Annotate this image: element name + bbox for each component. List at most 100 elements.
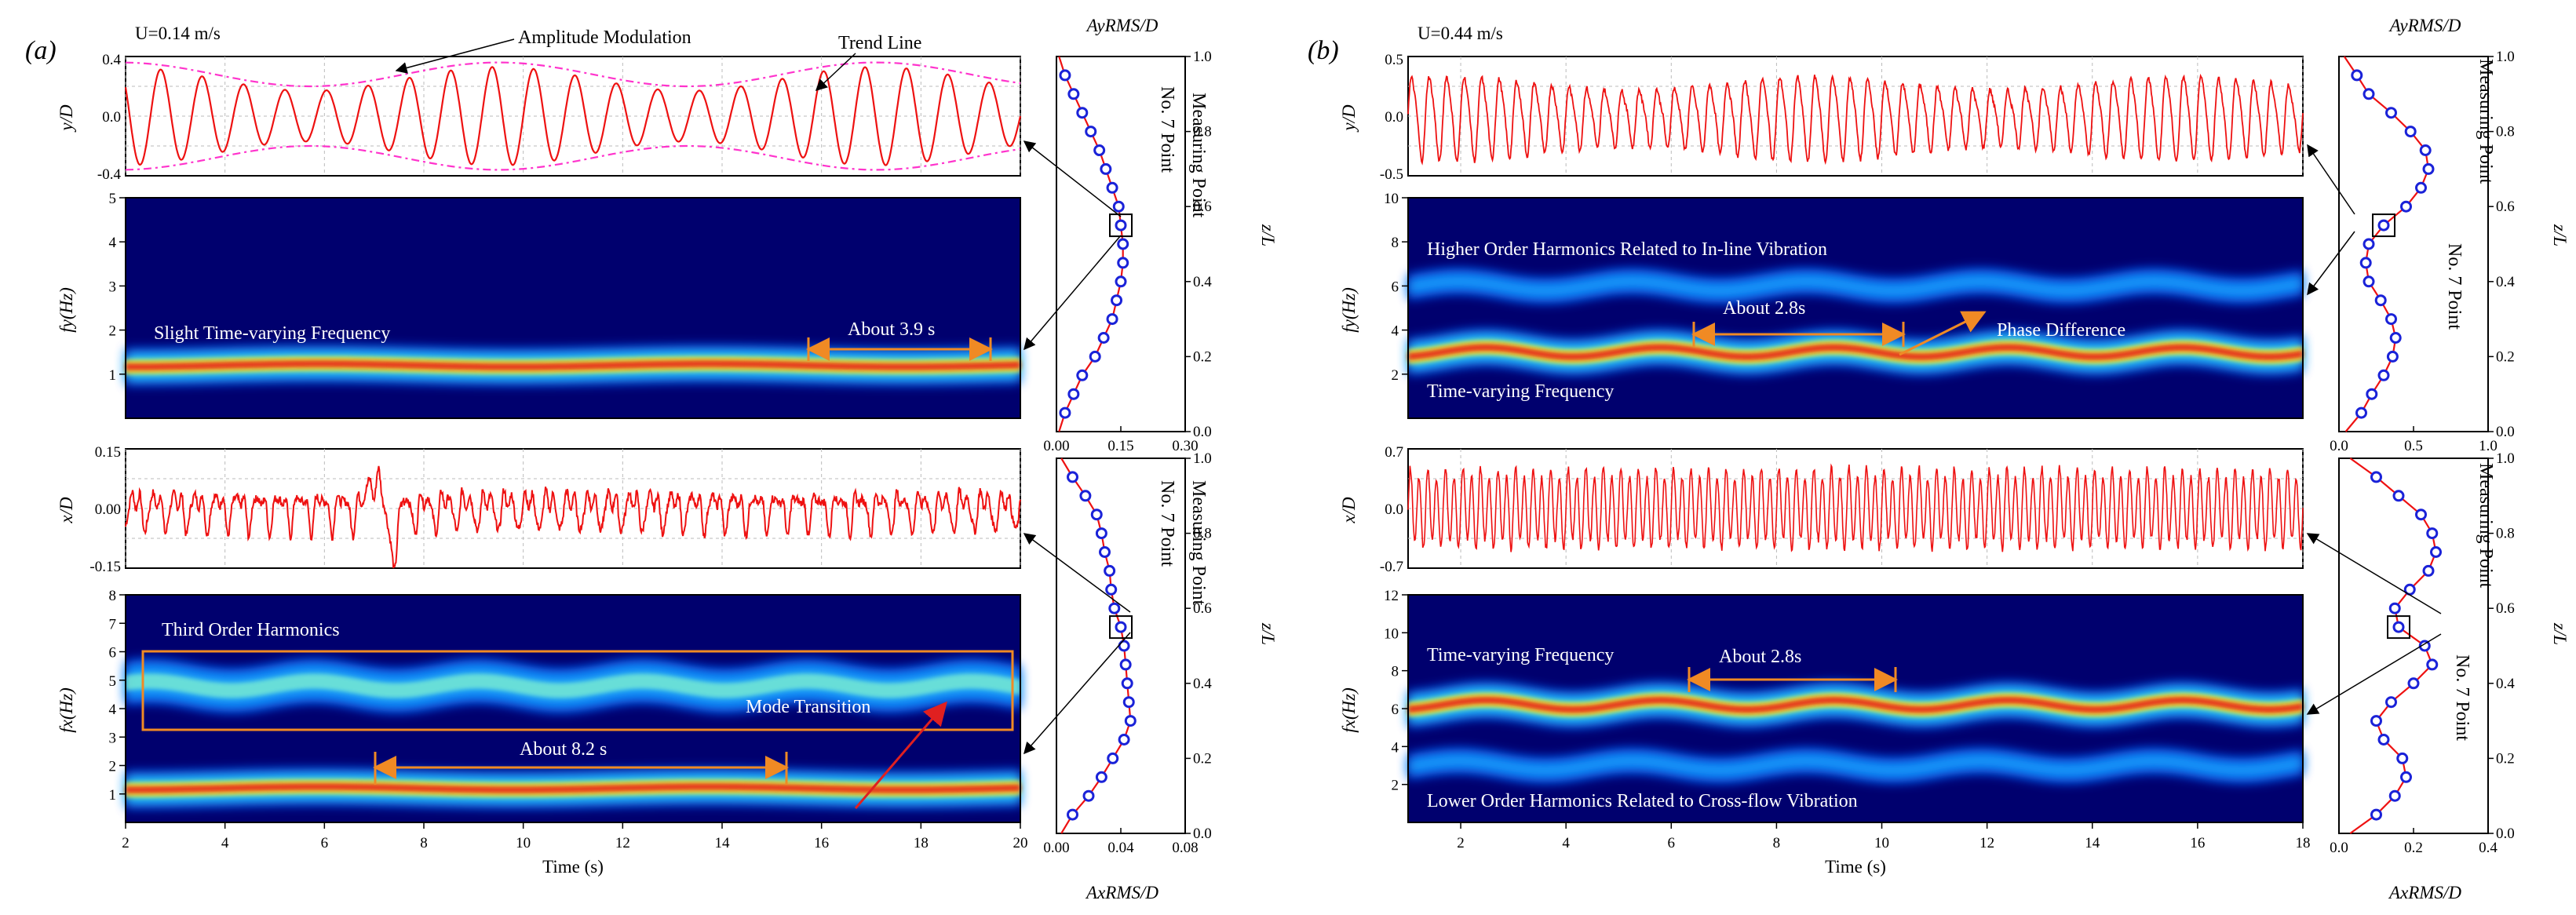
a-measuring-point <box>1118 734 1130 745</box>
a-measuring-point <box>1095 771 1107 783</box>
panel-a-speed: U=0.14 m/s <box>135 24 221 43</box>
b-measuring-point <box>2363 88 2375 100</box>
b-measuring-point <box>2359 257 2372 269</box>
b-profile-ztick-label: 0.6 <box>2496 600 2515 617</box>
b-freq-tick-label: 10 <box>1384 625 1399 642</box>
b-measuring-point <box>2386 350 2399 363</box>
panel-b-label: (b) <box>1308 36 1339 65</box>
a-profile-xtick-label: 0.00 <box>1043 840 1069 856</box>
a-profile-ztick-label: 1.0 <box>1193 49 1212 65</box>
b-measuring-point <box>2377 369 2390 381</box>
b-about-28b-label: About 2.8s <box>1719 647 1801 667</box>
b-fy-ylabel: fy(Hz) <box>1339 287 1359 332</box>
b-freq-tick-label: 6 <box>1392 702 1399 718</box>
a-amp-mod-arrow <box>395 38 515 74</box>
a-freq-tick-label: 6 <box>109 645 117 662</box>
b-measuring-point <box>2396 752 2409 764</box>
b-y-tick: 0.5 <box>1385 52 1403 68</box>
a-profile-ztick-label: 0.2 <box>1193 750 1212 767</box>
a-trend-line-label: Trend Line <box>838 33 921 53</box>
a-link-arrow-y1 <box>1023 140 1122 217</box>
b-time-tick-label: 10 <box>1874 835 1889 851</box>
b-prof-y-title: AyRMS/D <box>2388 16 2461 35</box>
panel-b: (b) U=0.44 m/s 0.5 0.0 -0.5 y/D 2 4 6 8 10 f… <box>1308 16 2570 902</box>
b-x-tick: 0.7 <box>1385 444 1403 461</box>
a-fx-ridges <box>126 658 1020 809</box>
a-measuring-point <box>1082 789 1095 802</box>
b-prof-x-zlabel: z/L <box>2550 622 2570 645</box>
a-y-trace <box>124 66 1022 166</box>
b-time-axis: 2 4 6 8 10 12 14 16 18 <box>1457 822 2311 851</box>
b-profile-y: 0.0 0.5 1.00.00.20.40.60.81.0 <box>2330 49 2515 454</box>
b-profile-frame <box>2338 458 2489 834</box>
a-x-tick: -0.15 <box>89 559 121 575</box>
a-profile-ztick-label: 0.0 <box>1193 826 1212 842</box>
b-about-28a-label: About 2.8s <box>1723 298 1805 319</box>
b-lower-order-label: Lower Order Harmonics Related to Cross-f… <box>1427 791 1858 811</box>
b-fx-ticks: 2 4 6 8 10 12 <box>1384 588 1408 794</box>
b-time-tick-label: 2 <box>1457 835 1465 851</box>
a-about-39-label: About 3.9 s <box>848 319 935 340</box>
b-y-tick: 0.0 <box>1385 109 1403 126</box>
a-measuring-point <box>1107 752 1119 764</box>
b-tv-freq2-label: Time-varying Frequency <box>1427 645 1614 665</box>
a-ridge-core <box>126 673 1020 698</box>
b-profile-ztick-label: 0.2 <box>2496 750 2515 767</box>
a-ridge-peak <box>126 360 1020 370</box>
b-measuring-point <box>2404 126 2417 138</box>
b-measuring-point <box>2389 332 2402 344</box>
a-profile-ztick-label: 0.0 <box>1193 424 1212 440</box>
b-profile-xtick-label: 0.2 <box>2404 840 2423 856</box>
b-time-tick-label: 8 <box>1773 835 1781 851</box>
b-profile-ztick-label: 0.0 <box>2496 424 2515 440</box>
b-freq-tick-label: 4 <box>1392 739 1399 756</box>
a-measuring-point <box>1097 332 1110 344</box>
a-measuring-point <box>1106 313 1118 326</box>
a-measuring-point <box>1104 564 1116 577</box>
a-x-tick: 0.00 <box>95 501 121 518</box>
b-measuring-point <box>2385 107 2397 119</box>
a-profile-ztick-label: 0.4 <box>1193 274 1212 290</box>
a-no7-highlight <box>1109 615 1133 640</box>
a-freq-tick-label: 3 <box>109 730 117 746</box>
a-measuring-point <box>1124 715 1137 727</box>
a-measuring-point <box>1079 490 1092 502</box>
b-measuring-point <box>2370 715 2382 727</box>
b-freq-tick-label: 12 <box>1384 588 1399 604</box>
a-measuring-point <box>1085 126 1097 138</box>
a-measuring-point <box>1115 621 1127 633</box>
a-y-tick: 0.4 <box>102 52 121 68</box>
b-tv-freq-label: Time-varying Frequency <box>1427 381 1614 402</box>
a-freq-tick-label: 7 <box>109 616 117 632</box>
b-profile-xtick-label: 0.5 <box>2404 438 2423 454</box>
a-measuring-point <box>1093 144 1106 156</box>
a-fy-ylabel: fy(Hz) <box>57 287 76 332</box>
b-freq-tick-label: 4 <box>1392 323 1399 340</box>
a-prof-y-title: AyRMS/D <box>1085 16 1158 35</box>
a-freq-tick-label: 3 <box>109 279 117 295</box>
b-ridge-band <box>1408 273 2303 299</box>
b-measuring-point <box>2392 490 2405 502</box>
a-fy-ticks: 1 2 3 4 5 <box>109 191 126 384</box>
a-about-82-label: About 8.2 s <box>520 739 607 760</box>
a-fx-map: 1 2 3 4 5 6 7 8 fx(Hz) Third Order Harmonics Mo… <box>57 588 1021 823</box>
a-slight-tv-label: Slight Time-varying Frequency <box>154 323 390 344</box>
b-measuring-point <box>2366 388 2378 400</box>
a-fx-ylabel: fx(Hz) <box>57 687 76 732</box>
b-measuring-point <box>2385 313 2397 326</box>
b-measuring-point <box>2355 406 2367 419</box>
a-measuring-point <box>1095 527 1107 540</box>
b-time-tick-label: 18 <box>2296 835 2311 851</box>
a-profile-ztick-label: 0.6 <box>1193 600 1212 617</box>
a-time-tick-label: 4 <box>221 835 229 851</box>
a-measuring-point <box>1076 107 1089 119</box>
b-x-tick: 0.0 <box>1385 501 1403 518</box>
b-measuring-point <box>2374 294 2387 307</box>
b-profile-ztick-label: 0.4 <box>2496 676 2515 692</box>
b-prof-x-title: AxRMS/D <box>2388 883 2461 902</box>
a-profile-ztick-label: 0.8 <box>1193 526 1212 542</box>
a-time-label: Time (s) <box>542 857 604 877</box>
a-link-arrow-x2 <box>1023 632 1131 755</box>
b-prof-y-legend: Measuring Point <box>2476 59 2496 184</box>
b-x-trace <box>1407 463 2304 552</box>
